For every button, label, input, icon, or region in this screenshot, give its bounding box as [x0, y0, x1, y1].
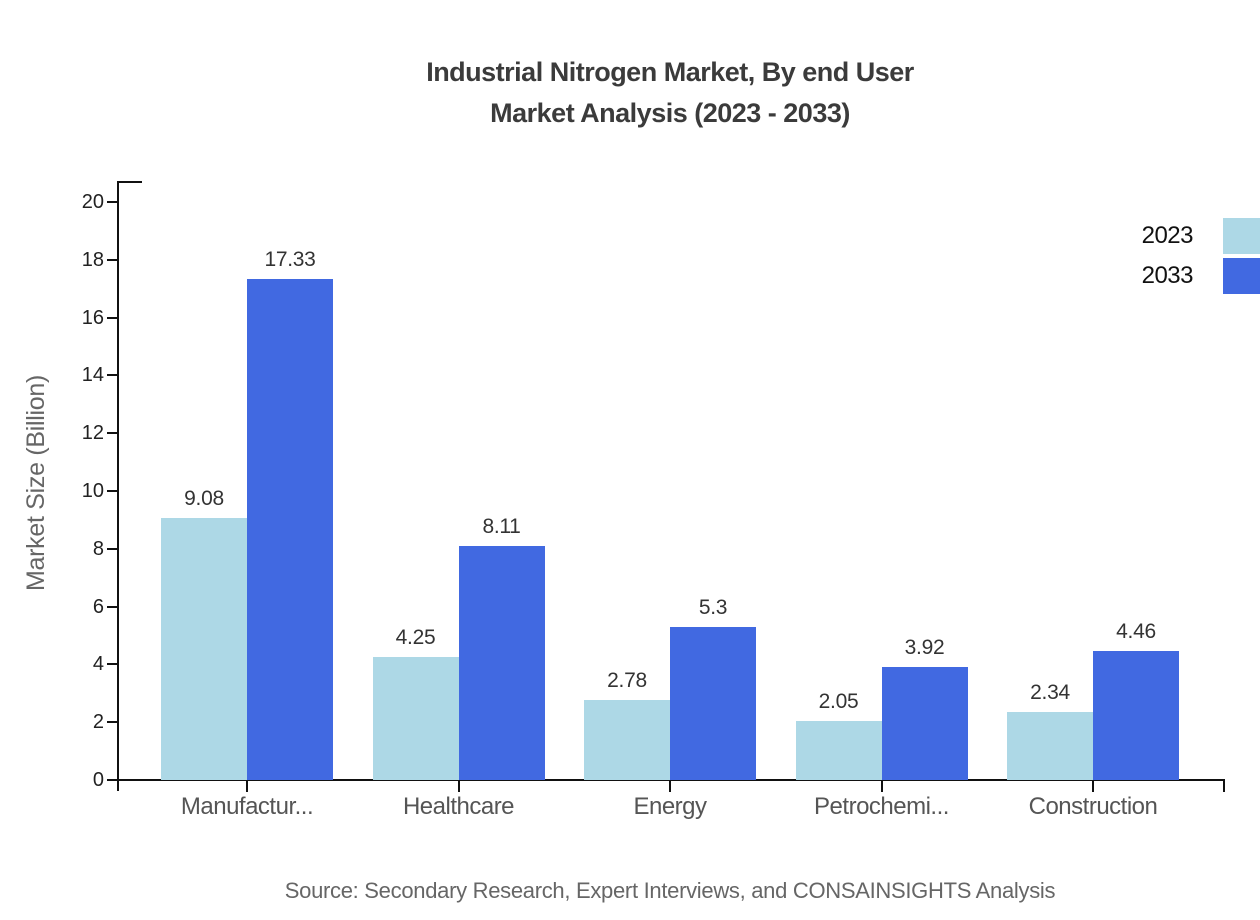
bar-value-label: 2.34 — [1030, 681, 1070, 704]
y-tick — [107, 490, 117, 492]
bar-2033 — [247, 279, 333, 780]
bar-2033 — [670, 627, 756, 780]
category-label: Manufactur... — [180, 793, 314, 820]
category-label: Petrochemi... — [814, 793, 949, 820]
y-tick-label: 8 — [92, 537, 104, 560]
chart-subtitle: Market Analysis (2023 - 2033) — [490, 98, 850, 128]
y-tick-label: 20 — [81, 191, 104, 213]
x-tick — [457, 780, 460, 792]
y-tick-label: 18 — [81, 248, 104, 271]
y-tick — [107, 779, 117, 781]
x-axis-end-tick — [1223, 780, 1225, 792]
y-axis-title: Market Size (Billion) — [22, 375, 50, 591]
source-note: Source: Secondary Research, Expert Inter… — [284, 878, 1056, 903]
y-tick-label: 0 — [92, 769, 104, 791]
x-tick — [880, 780, 883, 792]
bar-2023 — [161, 518, 247, 780]
y-tick — [107, 201, 117, 203]
legend-swatch — [1223, 258, 1260, 294]
chart-title-block: Industrial Nitrogen Market, By end User … — [80, 52, 1260, 134]
bar-value-label: 2.78 — [607, 669, 647, 692]
bar-value-label: 3.92 — [904, 636, 945, 659]
y-tick — [107, 721, 117, 724]
bar-value-label: 8.11 — [482, 515, 521, 538]
legend-item-2023: 2023 — [1142, 218, 1260, 254]
y-axis-line — [117, 181, 119, 791]
bar-value-label: 9.08 — [184, 487, 224, 510]
category-label: Healthcare — [402, 793, 515, 820]
y-tick — [107, 432, 117, 435]
bar-2033 — [458, 546, 545, 780]
legend-swatch — [1223, 218, 1260, 254]
bar-2023 — [795, 721, 882, 780]
bar-value-label: 4.25 — [395, 626, 436, 649]
bar-value-label: 17.33 — [264, 248, 316, 271]
x-axis-line — [117, 779, 1225, 781]
category-label: Energy — [633, 793, 707, 820]
y-tick — [107, 663, 117, 666]
y-tick — [107, 374, 117, 377]
chart-title: Industrial Nitrogen Market, By end User — [426, 57, 914, 87]
bar-value-label: 4.46 — [1116, 620, 1156, 643]
legend-label: 2023 — [1141, 222, 1194, 249]
y-tick — [107, 258, 117, 261]
category-label: Construction — [1028, 793, 1158, 820]
y-tick-label: 14 — [81, 364, 104, 387]
y-tick-label: 2 — [92, 711, 104, 734]
y-tick-label: 12 — [81, 422, 104, 445]
bar-2023 — [372, 657, 459, 780]
y-tick — [107, 316, 117, 319]
x-tick — [1092, 780, 1094, 792]
legend-item-2033: 2033 — [1142, 258, 1260, 294]
bar-2023 — [1007, 712, 1093, 780]
y-tick-label: 10 — [81, 480, 104, 502]
bar-2033 — [881, 667, 968, 780]
legend-label: 2033 — [1141, 262, 1194, 289]
x-tick — [669, 780, 671, 792]
bar-2023 — [584, 700, 670, 780]
legend: 2023 2033 — [1142, 218, 1260, 298]
bar-2033 — [1093, 651, 1179, 780]
bar-value-label: 2.05 — [818, 690, 859, 713]
y-axis-top-cap — [117, 181, 142, 183]
y-tick — [107, 605, 117, 608]
y-tick-label: 16 — [81, 306, 104, 329]
x-tick — [246, 780, 248, 792]
y-tick-label: 6 — [92, 595, 104, 618]
y-tick-label: 4 — [92, 653, 104, 676]
y-tick — [107, 547, 117, 550]
bar-value-label: 5.3 — [698, 596, 728, 619]
